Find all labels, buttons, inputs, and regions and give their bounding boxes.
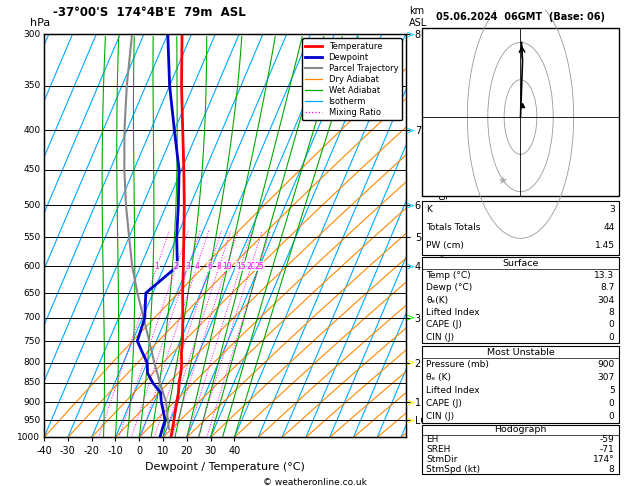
Text: 8: 8 bbox=[217, 262, 221, 271]
Text: >: > bbox=[406, 397, 415, 407]
Text: >: > bbox=[406, 125, 415, 136]
Text: 3: 3 bbox=[186, 262, 191, 271]
Y-axis label: Mixing Ratio (g/kg): Mixing Ratio (g/kg) bbox=[438, 190, 448, 282]
Text: Temp (°C): Temp (°C) bbox=[426, 271, 471, 280]
Text: 300: 300 bbox=[23, 30, 40, 38]
Text: K: K bbox=[426, 206, 432, 214]
Text: © weatheronline.co.uk: © weatheronline.co.uk bbox=[262, 478, 367, 486]
Text: 800: 800 bbox=[23, 358, 40, 367]
Text: SREH: SREH bbox=[426, 445, 451, 454]
Text: hPa: hPa bbox=[30, 18, 50, 28]
Text: 8: 8 bbox=[609, 465, 615, 473]
Text: EH: EH bbox=[426, 435, 439, 444]
Text: 750: 750 bbox=[23, 336, 40, 346]
Text: 8: 8 bbox=[609, 308, 615, 317]
Text: kt: kt bbox=[426, 38, 436, 48]
Text: km
ASL: km ASL bbox=[409, 6, 428, 28]
Text: StmDir: StmDir bbox=[426, 455, 458, 464]
Text: 650: 650 bbox=[23, 289, 40, 297]
Text: 0: 0 bbox=[609, 320, 615, 330]
Text: 900: 900 bbox=[598, 361, 615, 369]
Text: -37°00'S  174°4B'E  79m  ASL: -37°00'S 174°4B'E 79m ASL bbox=[53, 6, 246, 19]
Text: 3: 3 bbox=[609, 206, 615, 214]
Text: >: > bbox=[406, 29, 415, 39]
Text: 700: 700 bbox=[23, 313, 40, 322]
Text: ★: ★ bbox=[497, 177, 507, 187]
Text: θₑ (K): θₑ (K) bbox=[426, 373, 452, 382]
Text: Pressure (mb): Pressure (mb) bbox=[426, 361, 489, 369]
Text: 0: 0 bbox=[609, 332, 615, 342]
Text: StmSpd (kt): StmSpd (kt) bbox=[426, 465, 481, 473]
Text: CAPE (J): CAPE (J) bbox=[426, 399, 462, 408]
Legend: Temperature, Dewpoint, Parcel Trajectory, Dry Adiabat, Wet Adiabat, Isotherm, Mi: Temperature, Dewpoint, Parcel Trajectory… bbox=[302, 38, 401, 121]
Text: >: > bbox=[406, 261, 415, 271]
Text: 13.3: 13.3 bbox=[594, 271, 615, 280]
Text: CAPE (J): CAPE (J) bbox=[426, 320, 462, 330]
Text: 15: 15 bbox=[236, 262, 245, 271]
Text: >: > bbox=[406, 200, 415, 210]
Text: 600: 600 bbox=[23, 262, 40, 271]
Text: 10: 10 bbox=[222, 262, 231, 271]
Text: Most Unstable: Most Unstable bbox=[487, 347, 554, 357]
Text: 304: 304 bbox=[598, 295, 615, 305]
Text: 5: 5 bbox=[609, 386, 615, 395]
X-axis label: Dewpoint / Temperature (°C): Dewpoint / Temperature (°C) bbox=[145, 462, 305, 472]
Text: >: > bbox=[406, 358, 415, 367]
Text: 1: 1 bbox=[155, 262, 159, 271]
Text: 0: 0 bbox=[609, 412, 615, 421]
Text: Dewp (°C): Dewp (°C) bbox=[426, 283, 473, 292]
Bar bbox=[423, 257, 619, 343]
Text: Lifted Index: Lifted Index bbox=[426, 308, 480, 317]
Text: 400: 400 bbox=[23, 126, 40, 135]
Bar bbox=[423, 28, 619, 196]
Text: 550: 550 bbox=[23, 233, 40, 242]
Text: 900: 900 bbox=[23, 398, 40, 407]
Text: 450: 450 bbox=[23, 165, 40, 174]
Bar bbox=[423, 346, 619, 423]
Text: >: > bbox=[406, 313, 415, 323]
Text: 4: 4 bbox=[194, 262, 199, 271]
Text: PW (cm): PW (cm) bbox=[426, 241, 464, 250]
Text: 850: 850 bbox=[23, 379, 40, 387]
Text: 500: 500 bbox=[23, 201, 40, 209]
Text: -71: -71 bbox=[600, 445, 615, 454]
Text: 8.7: 8.7 bbox=[600, 283, 615, 292]
Text: 950: 950 bbox=[23, 416, 40, 425]
Text: Lifted Index: Lifted Index bbox=[426, 386, 480, 395]
Text: 307: 307 bbox=[598, 373, 615, 382]
Text: 1.45: 1.45 bbox=[594, 241, 615, 250]
Bar bbox=[423, 201, 619, 255]
Text: 2: 2 bbox=[174, 262, 179, 271]
Text: Totals Totals: Totals Totals bbox=[426, 224, 481, 232]
Text: CIN (J): CIN (J) bbox=[426, 412, 455, 421]
Text: 1000: 1000 bbox=[18, 433, 40, 442]
Text: >: > bbox=[406, 415, 415, 425]
Text: 05.06.2024  06GMT  (Base: 06): 05.06.2024 06GMT (Base: 06) bbox=[436, 12, 605, 22]
Text: -59: -59 bbox=[600, 435, 615, 444]
Text: 20: 20 bbox=[246, 262, 256, 271]
Text: Surface: Surface bbox=[503, 259, 538, 268]
Text: 0: 0 bbox=[609, 399, 615, 408]
Bar bbox=[423, 425, 619, 474]
Text: 6: 6 bbox=[208, 262, 212, 271]
Text: 44: 44 bbox=[603, 224, 615, 232]
Text: 25: 25 bbox=[254, 262, 264, 271]
Text: θₑ(K): θₑ(K) bbox=[426, 295, 448, 305]
Text: 350: 350 bbox=[23, 81, 40, 90]
Text: Hodograph: Hodograph bbox=[494, 425, 547, 434]
Text: CIN (J): CIN (J) bbox=[426, 332, 455, 342]
Text: 174°: 174° bbox=[593, 455, 615, 464]
